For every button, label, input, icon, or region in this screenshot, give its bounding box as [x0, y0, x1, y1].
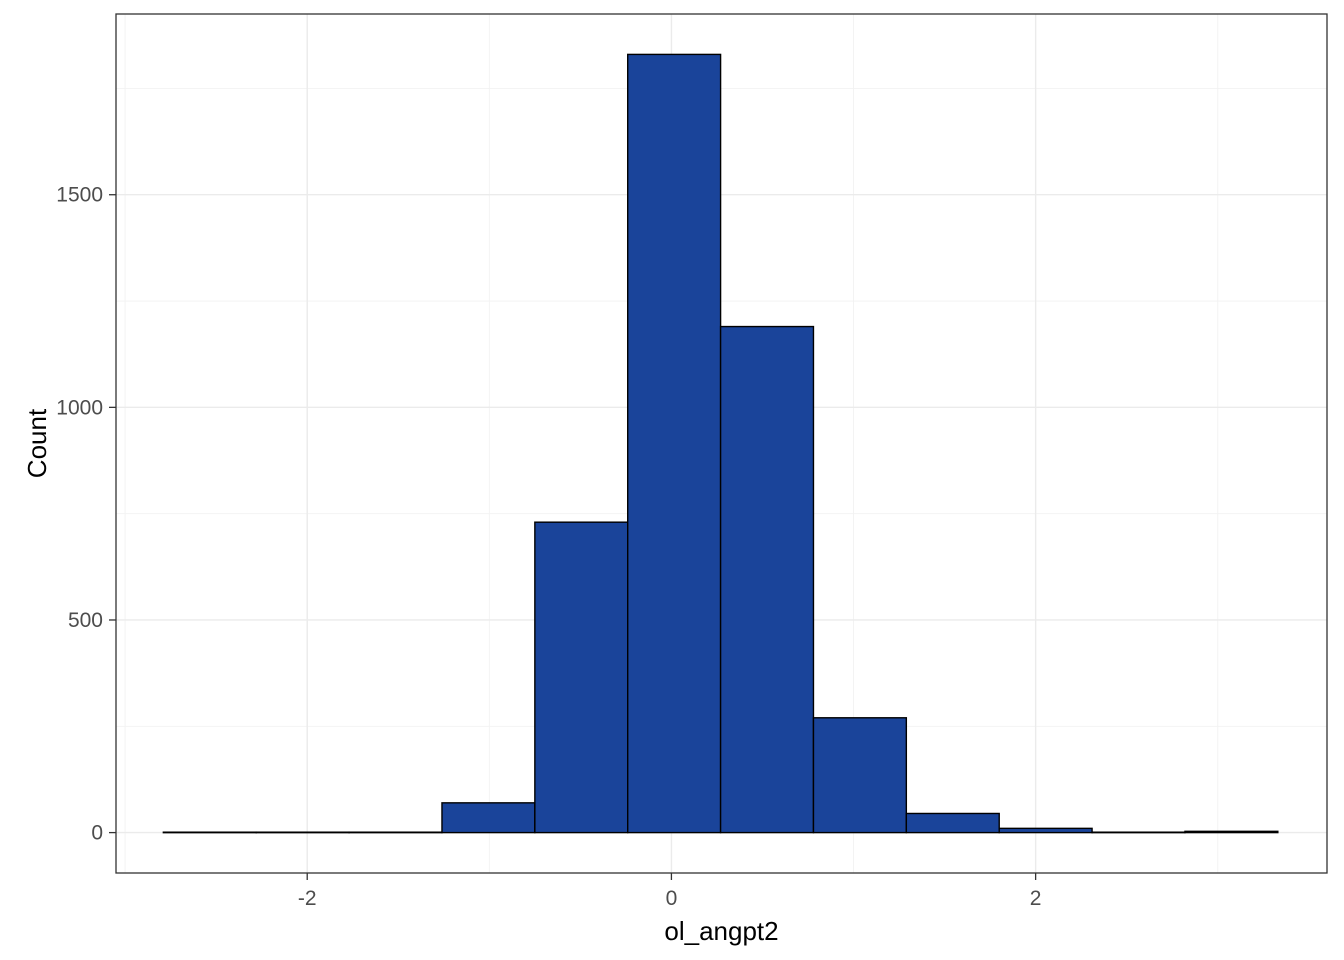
histogram-bar-6 [719, 325, 815, 834]
histogram-bar-9 [998, 827, 1093, 834]
y-axis-ticks: 0 500 1000 1500 [56, 184, 116, 845]
x-axis-ticks: -2 0 2 [298, 873, 1042, 910]
y-tick-label: 500 [68, 609, 103, 632]
y-tick-label: 1000 [56, 396, 103, 419]
histogram-bar-4 [534, 521, 629, 834]
histogram-bar-2 [348, 831, 443, 834]
histogram-bar-1 [255, 831, 350, 834]
histogram-bar-3 [441, 802, 536, 834]
y-tick-label: 0 [91, 822, 103, 845]
x-tick-label: 2 [1030, 887, 1042, 910]
histogram-bar-11 [1184, 830, 1279, 834]
histogram-bar-5 [627, 53, 722, 834]
x-tick-label: -2 [298, 887, 317, 910]
panel-border [115, 13, 1328, 874]
histogram-bar-0 [162, 831, 257, 834]
histogram-bar-7 [812, 717, 908, 834]
y-tick-label: 1500 [56, 184, 103, 207]
histogram-bar-10 [1091, 831, 1186, 834]
x-axis-title: ol_angpt2 [664, 916, 778, 946]
histogram-bar-8 [905, 812, 1000, 834]
histogram-bars [162, 53, 1279, 834]
x-tick-label: 0 [666, 887, 678, 910]
y-axis-title: Count [22, 408, 52, 478]
